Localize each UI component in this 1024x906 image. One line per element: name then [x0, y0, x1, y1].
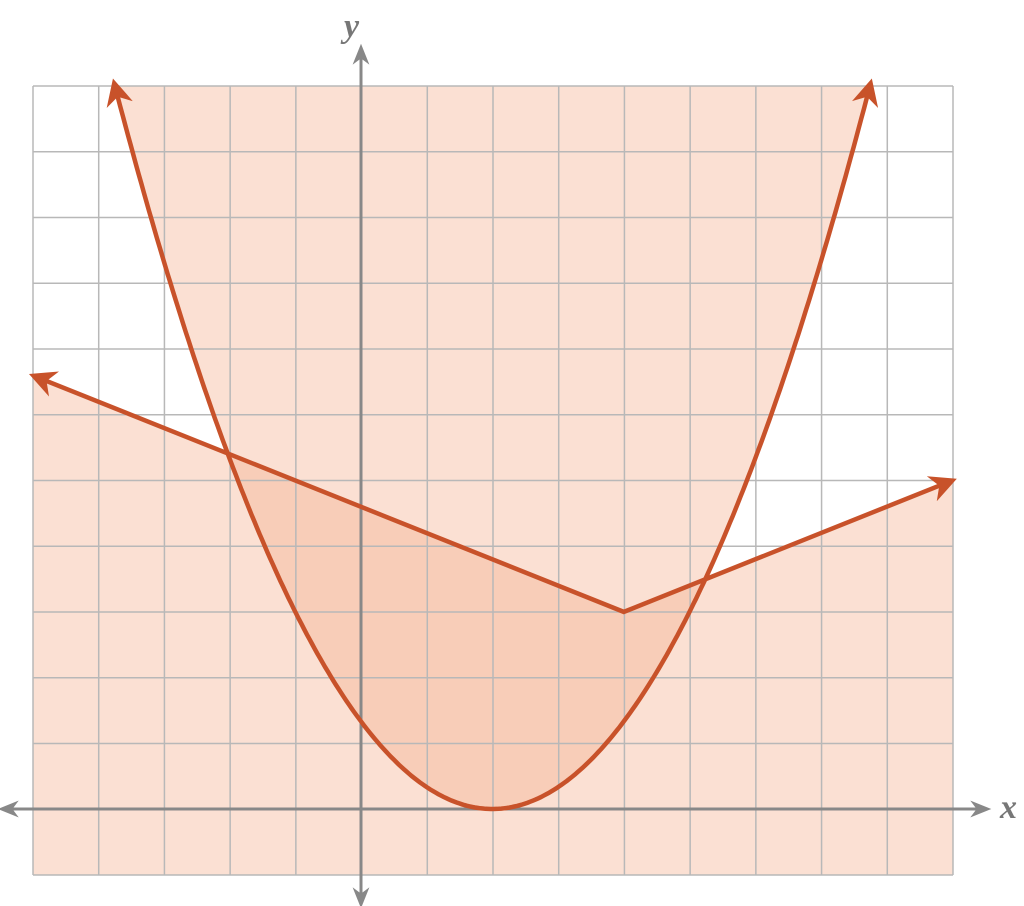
curves [28, 78, 957, 812]
y-axis-label: y [340, 8, 360, 45]
absolute-value-line [28, 371, 957, 615]
x-axis-label: x [999, 789, 1017, 826]
